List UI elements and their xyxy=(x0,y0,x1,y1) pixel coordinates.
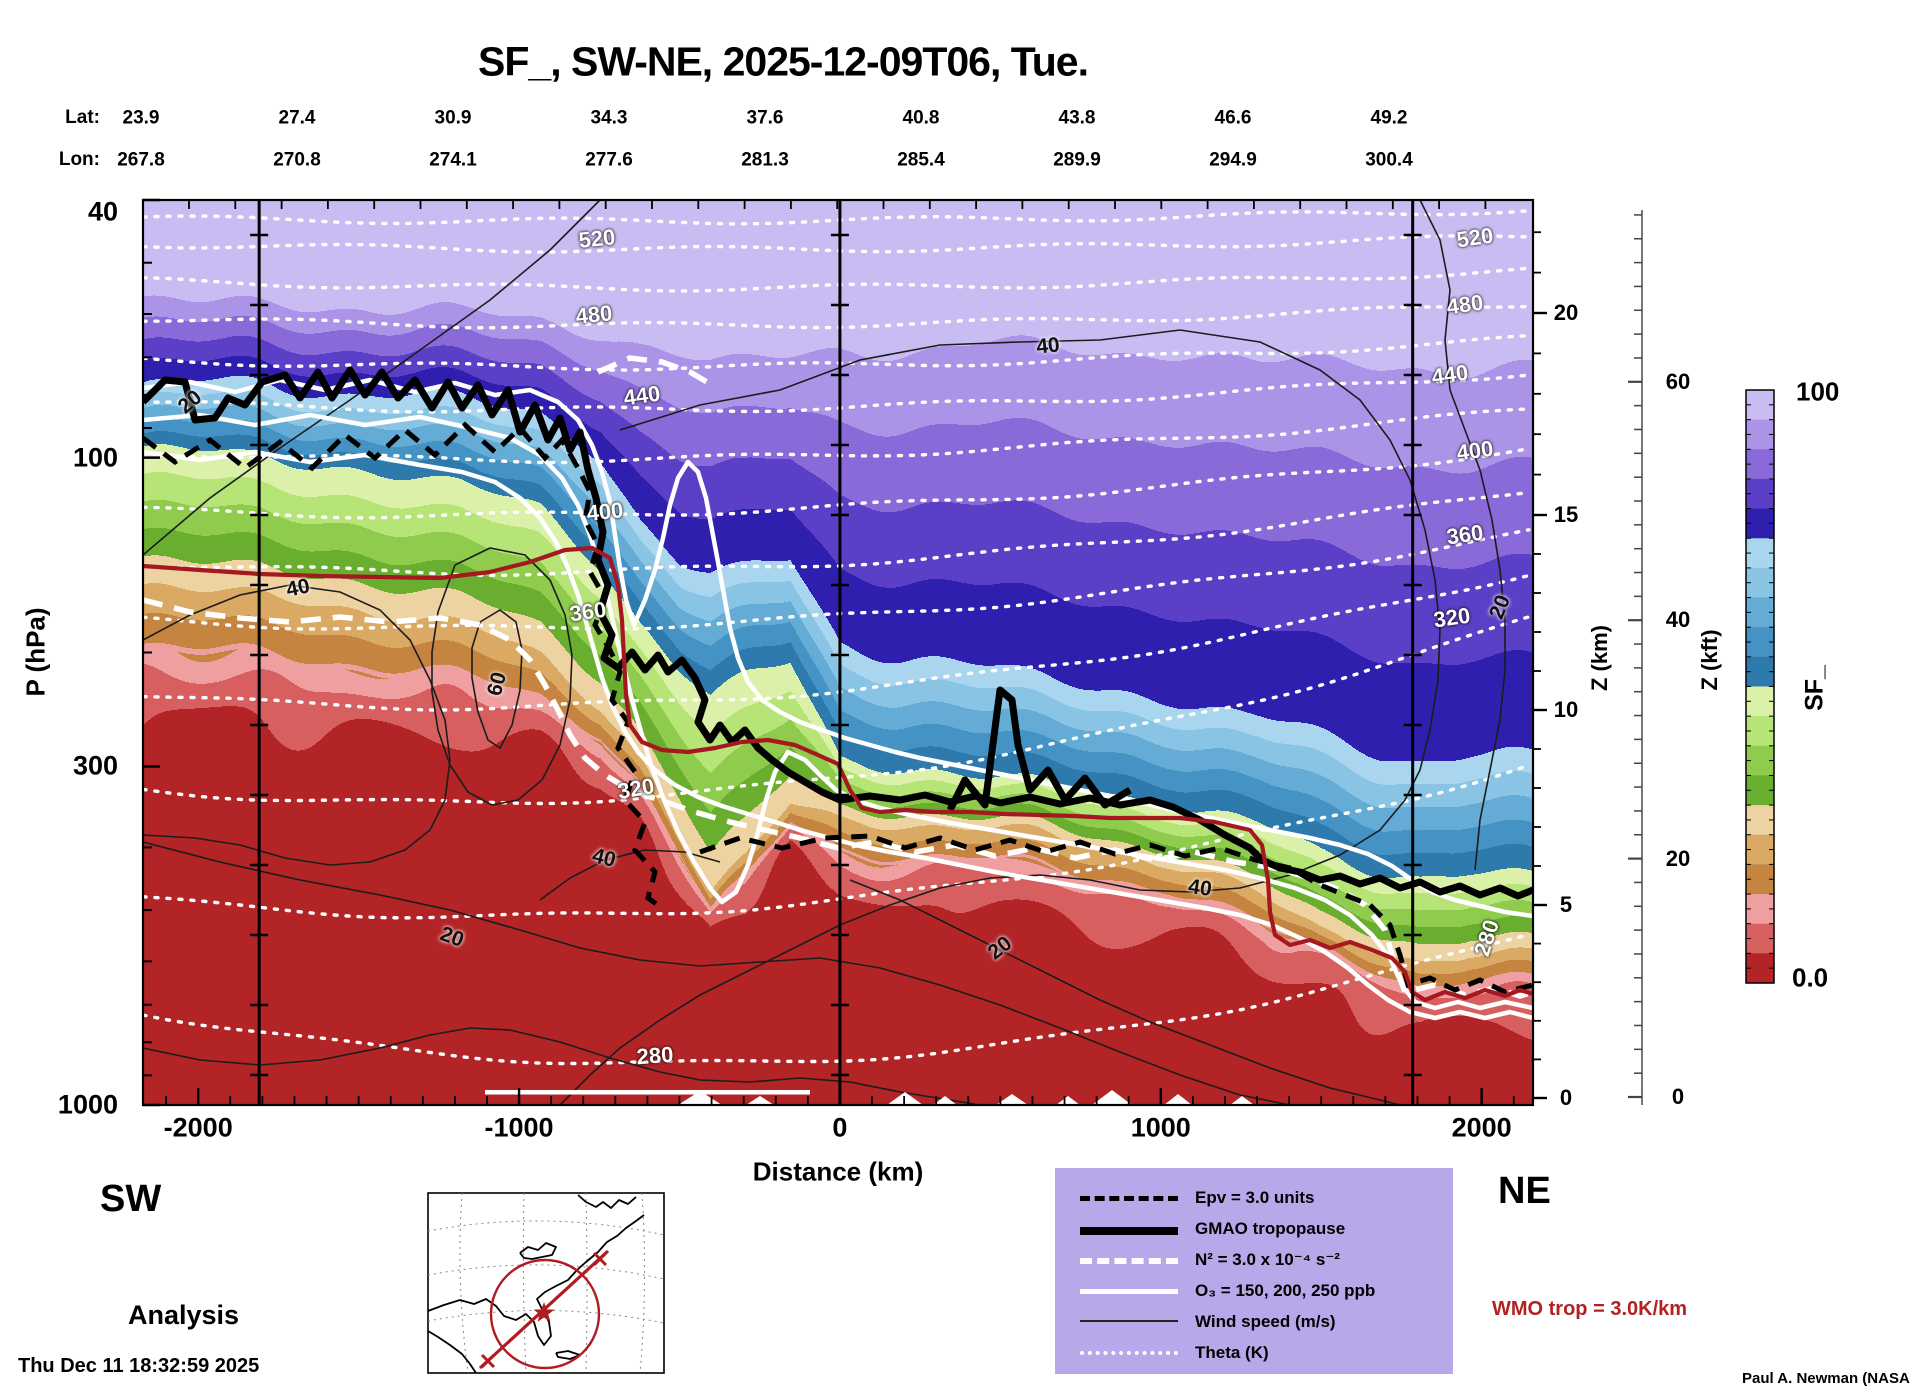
map-endpoint-x xyxy=(480,1353,496,1369)
wind-contour-2 xyxy=(471,609,523,750)
legend-swatch-gmao xyxy=(1080,1227,1178,1235)
theta-contour-300 xyxy=(143,763,1531,920)
legend: Epv = 3.0 units GMAO tropopause N² = 3.0 x… xyxy=(1055,1168,1453,1374)
legend-item-o3: O₃ = 150, 200, 250 ppb xyxy=(1055,1279,1453,1303)
legend-item-wind: Wind speed (m/s) xyxy=(1055,1310,1453,1334)
theta-contour-480 xyxy=(143,304,1531,330)
n2-contour-1 xyxy=(596,355,714,388)
map-graticule xyxy=(459,1193,469,1373)
page-title: SF_, SW-NE, 2025-12-09T06, Tue. xyxy=(478,38,1089,85)
legend-swatch-o3 xyxy=(1080,1289,1178,1294)
map-inset xyxy=(427,1192,665,1374)
legend-item-epv: Epv = 3.0 units xyxy=(1055,1186,1453,1210)
surface-gap xyxy=(485,1090,810,1095)
theta-contour-460 xyxy=(143,333,1531,372)
wmo-trop-note: WMO trop = 3.0K/km xyxy=(1492,1298,1688,1320)
o3-contour-0 xyxy=(143,377,1533,919)
wind-contour-5 xyxy=(1419,200,1506,871)
gmao-tropopause-2 xyxy=(946,686,1132,812)
theta-contour-320 xyxy=(143,615,1531,806)
theta-contour-420 xyxy=(143,407,1531,465)
legend-label-epv: Epv = 3.0 units xyxy=(1195,1188,1315,1207)
map-graticule xyxy=(639,1193,646,1373)
map-coastline xyxy=(577,1194,637,1209)
wind-contour-0 xyxy=(143,200,601,556)
epv-contour-0 xyxy=(143,421,664,911)
theta-contour-380 xyxy=(143,490,1531,578)
legend-item-theta: Theta (K) xyxy=(1055,1341,1453,1365)
legend-swatch-epv xyxy=(1080,1196,1178,1201)
theta-contour-280 xyxy=(143,932,1531,1066)
theta-contour-540 xyxy=(143,209,1531,226)
map-graticule xyxy=(585,1193,588,1373)
contour-layers xyxy=(143,200,1533,1105)
map-coastline xyxy=(519,1242,557,1260)
map-coastline xyxy=(428,1214,645,1346)
legend-label-n2: N² = 3.0 x 10⁻⁴ s⁻² xyxy=(1195,1250,1340,1269)
corner-sw-label: SW xyxy=(100,1178,162,1220)
legend-swatch-wind xyxy=(1080,1320,1178,1322)
legend-label-wind: Wind speed (m/s) xyxy=(1195,1312,1336,1331)
run-type-label: Analysis xyxy=(128,1300,240,1330)
wind-contour-8 xyxy=(849,879,1401,1105)
theta-contour-440 xyxy=(143,373,1531,414)
legend-swatch-n2 xyxy=(1080,1258,1178,1264)
surface-notch xyxy=(1164,1094,1192,1105)
distance-axis-title: Distance (km) xyxy=(752,1156,924,1187)
map-graticule xyxy=(522,1193,527,1373)
legend-swatch-theta xyxy=(1080,1351,1178,1355)
plot-border xyxy=(141,198,1535,1107)
lat-axis-prefix: Lat: xyxy=(65,107,100,128)
o3-contour-2 xyxy=(143,449,1533,1021)
map-endpoint-x xyxy=(592,1251,608,1267)
wmo-tropopause-0 xyxy=(143,545,1533,1003)
surface-notch xyxy=(746,1096,774,1105)
theta-contour-340 xyxy=(143,573,1531,712)
timestamp: Thu Dec 11 18:32:59 2025 xyxy=(18,1355,260,1377)
epv-contour-1 xyxy=(699,833,1533,995)
legend-item-gmao: GMAO tropopause xyxy=(1055,1217,1453,1241)
theta-contour-400 xyxy=(143,447,1531,520)
surface-notch xyxy=(933,1096,957,1105)
colorbar-max-label: 100 xyxy=(1796,376,1840,407)
surface-notch xyxy=(1056,1096,1080,1105)
map-center-star xyxy=(533,1302,555,1322)
map-coastline xyxy=(428,1330,477,1373)
wind-contour-7 xyxy=(143,1027,981,1105)
surface-notch xyxy=(1230,1096,1254,1105)
wind-contour-3 xyxy=(431,547,573,806)
n2-contour-0 xyxy=(143,597,1533,999)
legend-item-n2: N² = 3.0 x 10⁻⁴ s⁻² xyxy=(1055,1248,1453,1272)
wind-contour-1 xyxy=(143,584,451,866)
wind-contour-4 xyxy=(559,329,1441,1105)
gmao-tropopause-0 xyxy=(143,366,842,804)
legend-label-theta: Theta (K) xyxy=(1195,1343,1269,1362)
surface-notch xyxy=(1092,1090,1132,1105)
lon-axis-prefix: Lon: xyxy=(58,149,100,170)
theta-contour-500 xyxy=(143,266,1531,293)
legend-label-gmao: GMAO tropopause xyxy=(1195,1219,1346,1238)
surface-notch xyxy=(996,1094,1028,1105)
map-coastline xyxy=(555,1350,581,1360)
legend-label-o3: O₃ = 150, 200, 250 ppb xyxy=(1195,1281,1376,1300)
surface-notch xyxy=(887,1092,923,1105)
theta-contour-520 xyxy=(143,234,1531,254)
corner-ne-label: NE xyxy=(1498,1170,1551,1212)
sf-filled-contour-field xyxy=(143,200,1533,1105)
wind-contour-6 xyxy=(143,841,1291,1105)
colorbar-min-label: 0.0 xyxy=(1792,962,1829,993)
o3-contour-1 xyxy=(143,412,1533,1011)
map-range-circle xyxy=(489,1258,601,1370)
theta-contour-360 xyxy=(143,528,1531,631)
credit: Paul A. Newman (NASA xyxy=(1742,1370,1910,1387)
